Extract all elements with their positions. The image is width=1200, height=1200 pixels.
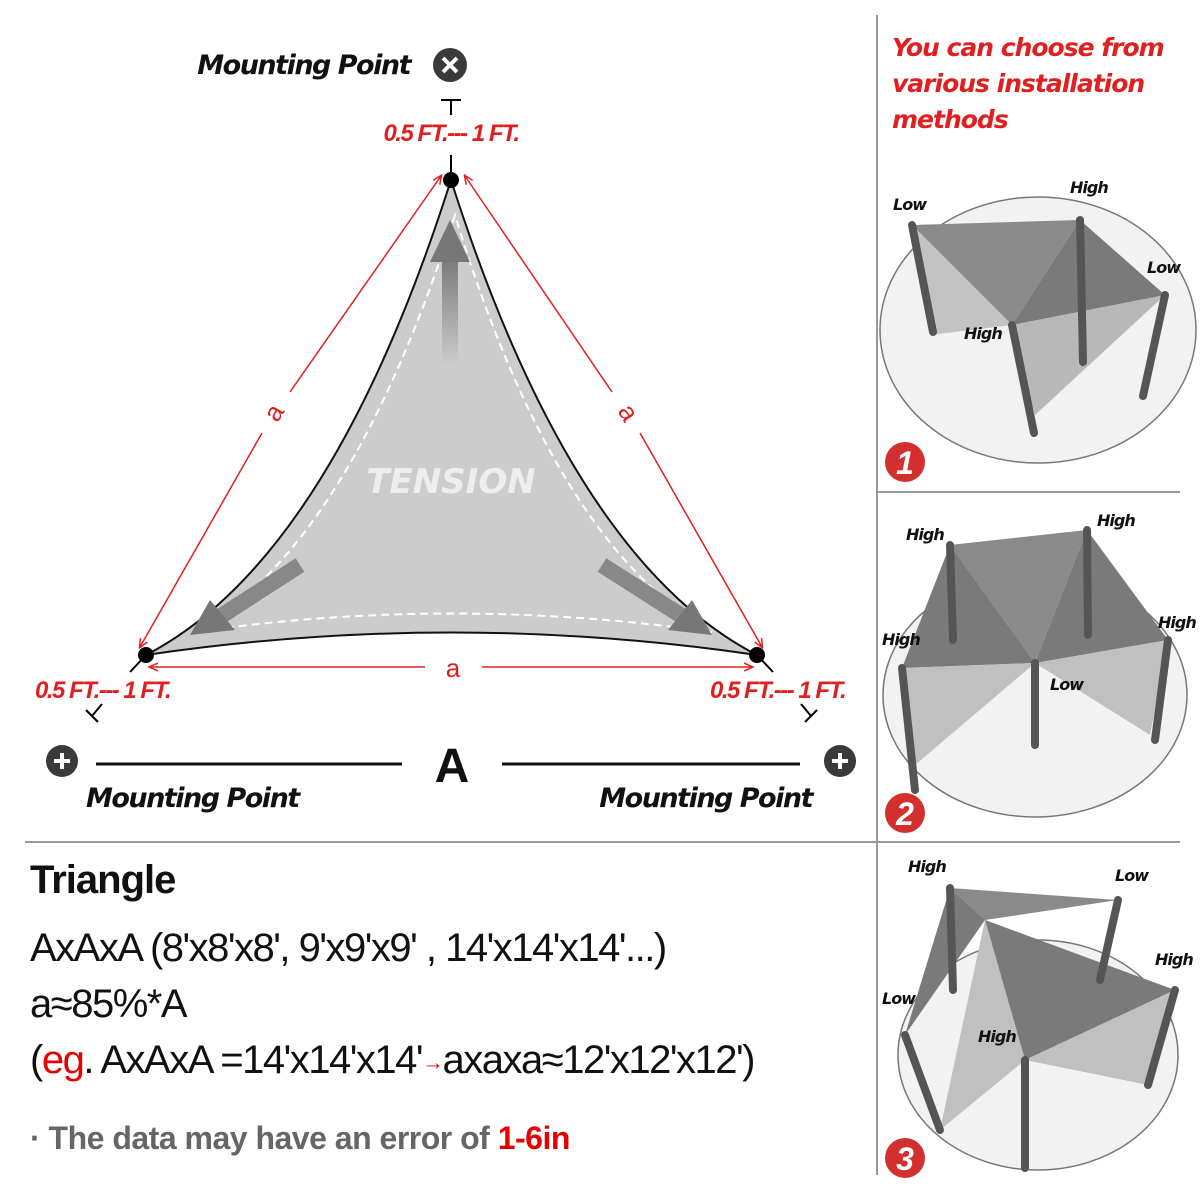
offset-right: 0.5 FT.--- 1 FT. [710,677,846,704]
method-number-badge: 3 [896,1141,914,1177]
dimension-lines [140,176,762,667]
side-label-right: a [612,398,645,427]
height-label: High [1070,178,1108,197]
mounting-point-top-label: Mounting Point [197,50,412,81]
x-circle-icon [433,48,467,82]
height-label: High [964,324,1002,343]
offset-left: 0.5 FT.--- 1 FT. [35,677,171,704]
arrow-right-icon: → [422,1049,444,1075]
installation-method-2: High High High High Low 2 [882,511,1197,833]
height-label: Low [893,195,927,214]
plus-circle-icon [824,745,856,777]
seam-dashed-line [194,211,713,633]
ratio-formula: a≈85%*A [30,982,188,1026]
offset-top: 0.5 FT.--- 1 FT. [383,120,519,147]
dividers [25,15,1180,1175]
height-label: High [978,1027,1016,1046]
height-label: High [1097,511,1135,530]
overall-side-label: A [435,740,470,793]
installation-headline: You can choose from various installation… [892,33,1165,134]
shape-title: Triangle [30,858,176,902]
mounting-point-right-label: Mounting Point [599,783,814,814]
plus-circle-icon [46,745,78,777]
example-mid: . AxAxA =14'x14'x14' [83,1038,423,1082]
installation-method-1: Low High Low High 1 [879,178,1197,482]
height-label: High [1155,950,1193,969]
height-label: High [882,630,920,649]
example-eg: eg [41,1038,85,1082]
height-label: Low [1115,866,1149,885]
height-label: Low [1147,258,1181,277]
tension-arrows [190,220,712,635]
tension-label: TENSION [366,462,535,502]
example-open: ( [30,1038,43,1082]
height-label: Low [882,989,916,1008]
side-label-bottom: a [446,653,461,683]
note-value: 1-6in [497,1120,571,1156]
method-number-badge: 1 [896,445,914,481]
mounting-point-left-label: Mounting Point [86,783,301,814]
side-label-left: a [257,398,290,427]
size-list: AxAxA (8'x8'x8', 9'x9'x9' , 14'x14'x14'.… [30,926,667,970]
error-note: · The data may have an error of 1-6in [30,1120,570,1157]
method-number-badge: 2 [895,796,914,832]
height-label: High [906,525,944,544]
shade-sail-triangle [145,176,758,656]
height-label: High [908,857,946,876]
height-label: High [1158,613,1196,632]
height-label: Low [1050,675,1084,694]
note-prefix: · The data may have an error of [30,1120,498,1156]
example-line: (eg. AxAxA =14'x14'x14'→axaxa≈12'x12'x12… [30,1038,756,1083]
example-end: axaxa≈12'x12'x12') [442,1038,756,1082]
installation-method-3: High Low High Low High 3 [882,857,1194,1178]
